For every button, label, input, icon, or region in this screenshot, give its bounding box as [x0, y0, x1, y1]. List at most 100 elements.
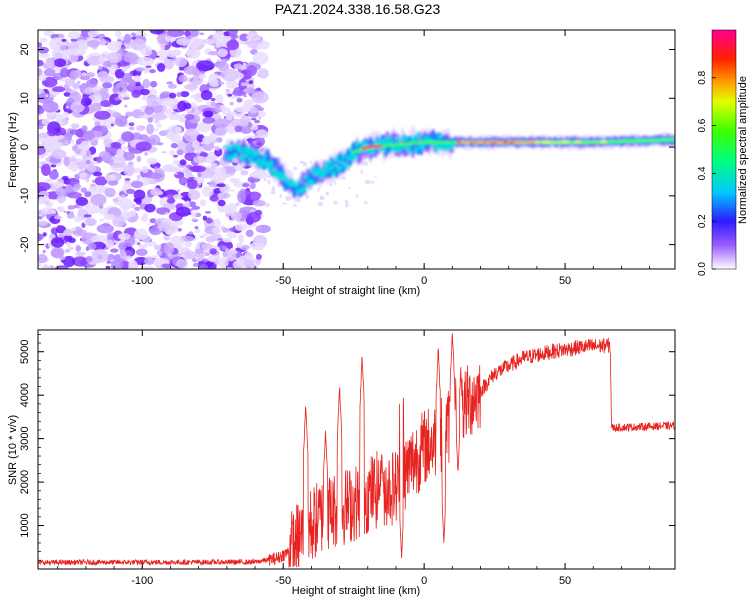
spectrogram-noise-blob	[138, 115, 146, 119]
spectrogram-noise-blob	[255, 225, 263, 230]
spectrogram-noise-blob	[149, 226, 159, 234]
spectrogram-noise-blob	[169, 149, 176, 156]
spectrogram-noise-blob	[177, 189, 180, 193]
spectrogram-noise-blob	[38, 143, 41, 146]
spectrogram-noise-blob	[114, 68, 125, 79]
spectrogram-noise-blob	[114, 115, 128, 127]
spectrogram-noise-blob	[56, 194, 66, 204]
spectrogram-noise-blob	[121, 131, 135, 142]
spectrogram-noise-blob	[86, 72, 95, 78]
spectrogram-noise-blob	[117, 233, 131, 240]
spectrogram-noise-blob	[198, 264, 209, 269]
spectrogram-noise-blob	[128, 259, 138, 269]
spectrogram-noise-blob	[299, 160, 304, 164]
spectrogram-noise-blob	[171, 167, 183, 173]
spectrogram-noise-blob	[69, 161, 79, 172]
spectrogram-noise-blob	[258, 107, 264, 111]
spectrogram-noise-blob	[69, 158, 77, 162]
spectrogram-noise-blob	[38, 146, 46, 156]
spectrogram-line-segment	[381, 145, 387, 153]
spectrogram-noise-blob	[50, 183, 55, 188]
spectrogram-noise-blob	[305, 194, 310, 199]
spectrogram-noise-blob	[80, 97, 92, 107]
spectrogram-noise-blob	[208, 51, 220, 56]
spectrogram-noise-blob	[41, 76, 58, 88]
spectrogram-noise-blob	[184, 250, 197, 260]
spectrogram-noise-blob	[123, 164, 135, 177]
spectrogram-noise-blob	[128, 79, 136, 88]
spectrogram-noise-blob	[163, 242, 175, 255]
spectrogram-line-segment	[293, 182, 299, 188]
spectrogram-noise-blob	[251, 91, 269, 104]
spectrogram-noise-blob	[263, 177, 268, 182]
spectrogram-noise-blob	[57, 234, 65, 238]
spectrogram-noise-blob	[180, 91, 190, 98]
spectrogram-line-segment	[418, 143, 424, 151]
spectrogram-noise-blob	[65, 106, 69, 109]
spectrogram-noise-blob	[176, 91, 182, 98]
spectrogram-noise-blob	[176, 38, 191, 46]
colorbar-ticks: 0.0 0.2 0.4 0.6 0.8	[697, 70, 716, 276]
spectrogram-noise-blob	[54, 265, 69, 269]
spectrogram-noise-blob	[135, 141, 152, 152]
spectrogram-noise-blob	[218, 257, 229, 269]
spectrogram-noise-blob	[118, 242, 127, 250]
spectrogram-noise-blob	[201, 243, 212, 250]
spectrogram-noise-blob	[110, 259, 124, 269]
spectrogram-noise-blob	[128, 41, 137, 47]
spectrogram-noise-blob	[206, 218, 214, 224]
spectrogram-noise-blob	[179, 159, 187, 166]
spectrogram-noise-blob	[250, 125, 259, 131]
spectrogram-noise-blob	[171, 111, 177, 114]
spectrogram-noise-blob	[165, 108, 173, 116]
spectrogram-noise-blob	[85, 149, 92, 157]
spectrogram-line-segment	[314, 177, 319, 184]
spectrogram-noise-blob	[183, 65, 199, 75]
spectrogram-noise-blob	[302, 162, 308, 167]
spectrogram-noise-blob	[203, 258, 209, 263]
spectrogram-noise-blob	[334, 182, 337, 185]
spectrogram-noise-blob	[154, 119, 160, 124]
spectrogram-noise-blob	[38, 46, 49, 54]
spectrogram-noise-blob	[75, 39, 90, 51]
spectrogram-noise-blob	[232, 260, 246, 269]
spectrogram-noise-blob	[131, 89, 141, 99]
snr-series-line	[38, 333, 675, 569]
spectrogram-noise-blob	[202, 110, 213, 118]
spectrogram-noise-blob	[251, 118, 257, 121]
spectrogram-noise-blob	[102, 82, 113, 89]
colorbar-tick-label: 0.0	[697, 262, 708, 276]
spectrogram-noise-blob	[86, 40, 100, 48]
spectrogram-noise-blob	[119, 250, 127, 260]
spectrogram-noise-blob	[60, 67, 70, 78]
spectrogram-noise-blob	[186, 179, 198, 190]
spectrogram-noise-blob	[222, 227, 230, 233]
spectrogram-line-segment	[449, 144, 455, 151]
spectrogram-noise-blob	[258, 117, 262, 120]
spectrogram-noise-blob	[57, 206, 65, 213]
spectrogram-noise-blob	[199, 199, 207, 207]
spectrogram-y-tick-label: 20	[19, 43, 31, 55]
spectrogram-noise-blob	[252, 200, 266, 207]
spectrogram-noise-blob	[80, 187, 88, 193]
spectrogram-frame	[37, 29, 676, 270]
spectrogram-noise-blob	[110, 248, 119, 253]
spectrogram-noise-blob	[184, 113, 195, 120]
spectrogram-noise-blob	[83, 146, 88, 152]
spectrogram-noise-blob	[172, 194, 183, 200]
spectrogram-noise-blob	[41, 265, 51, 269]
spectrogram-noise-blob	[97, 71, 109, 80]
spectrogram-noise-blob	[168, 113, 182, 121]
spectrogram-line-segment	[437, 133, 443, 140]
spectrogram-noise-blob	[317, 201, 324, 207]
spectrogram-line-segment	[297, 179, 303, 184]
spectrogram-y-ticks: -20 -10 0 10 20	[19, 43, 675, 253]
spectrogram-x-ticks: -100 -50 0 50	[57, 30, 651, 287]
spectrogram-noise-blob	[85, 255, 93, 263]
spectrogram-noise-blob	[233, 63, 243, 70]
spectrogram-noise-blob	[92, 179, 95, 183]
spectrogram-line-segment	[442, 134, 448, 142]
spectrogram-noise-blob	[212, 78, 219, 85]
spectrogram-noise-blob	[38, 213, 43, 217]
spectrogram-noise-blob	[188, 165, 203, 173]
